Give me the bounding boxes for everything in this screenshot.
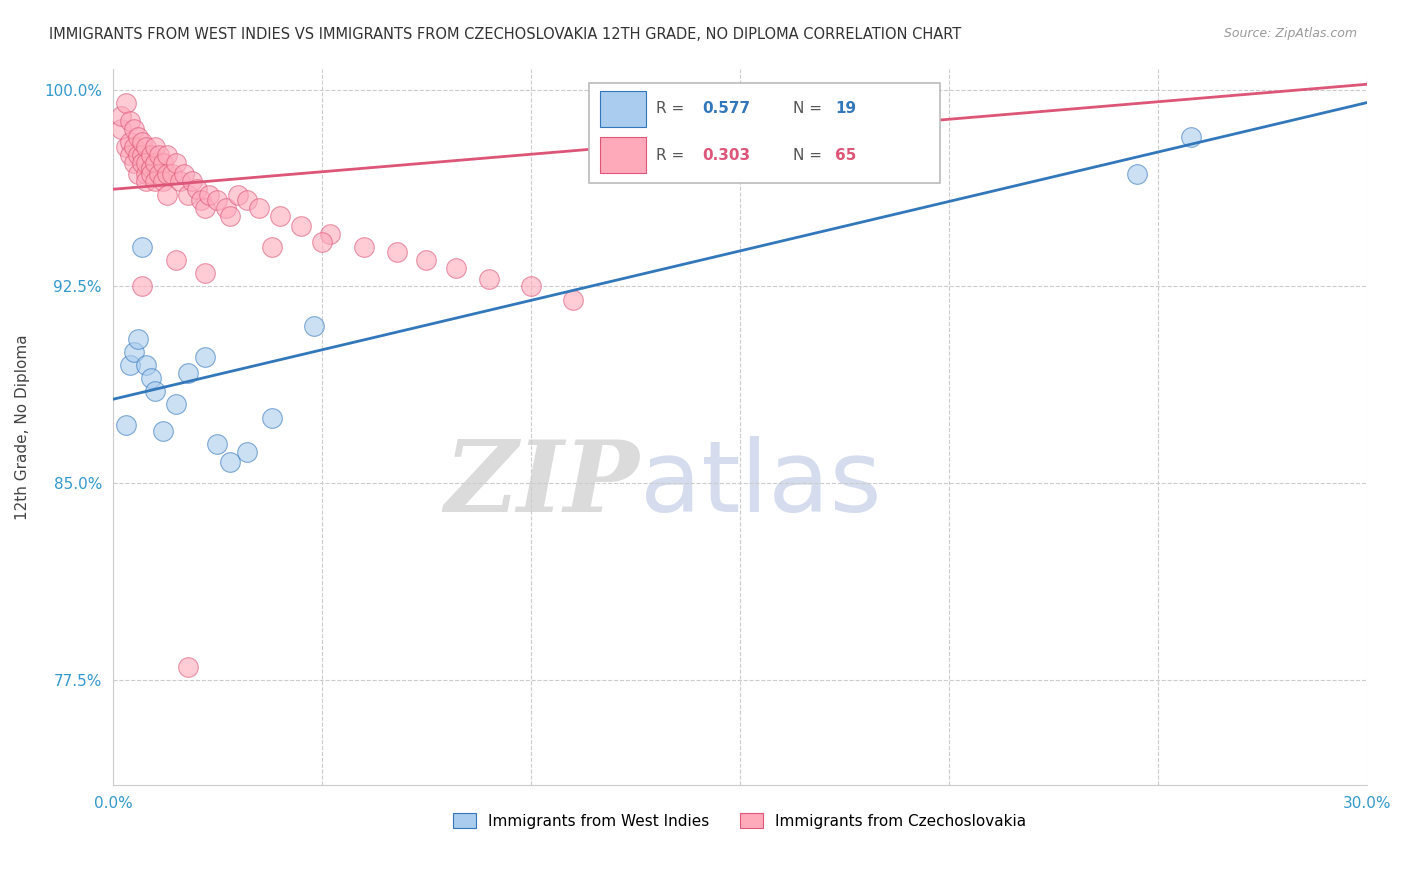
Point bbox=[156, 187, 179, 202]
Point bbox=[269, 209, 291, 223]
Y-axis label: 12th Grade, No Diploma: 12th Grade, No Diploma bbox=[15, 334, 30, 520]
Point bbox=[139, 161, 162, 176]
Point bbox=[186, 182, 208, 196]
Point bbox=[127, 148, 149, 162]
Point bbox=[1180, 129, 1202, 144]
Point bbox=[247, 201, 270, 215]
Point bbox=[122, 140, 145, 154]
Point bbox=[311, 235, 333, 249]
Point bbox=[118, 135, 141, 149]
Point bbox=[177, 366, 200, 380]
Point bbox=[118, 114, 141, 128]
Point bbox=[118, 148, 141, 162]
Point bbox=[127, 129, 149, 144]
Point bbox=[143, 174, 166, 188]
Point bbox=[114, 140, 136, 154]
Point bbox=[148, 167, 170, 181]
Point bbox=[122, 156, 145, 170]
Point bbox=[415, 253, 437, 268]
Point bbox=[561, 293, 583, 307]
Point bbox=[156, 148, 179, 162]
Point bbox=[207, 437, 229, 451]
Point bbox=[1126, 167, 1149, 181]
Point bbox=[177, 187, 200, 202]
Point bbox=[127, 332, 149, 346]
Point bbox=[194, 351, 217, 365]
Point bbox=[110, 121, 132, 136]
Point bbox=[260, 410, 283, 425]
Point bbox=[135, 156, 157, 170]
Legend: Immigrants from West Indies, Immigrants from Czechoslovakia: Immigrants from West Indies, Immigrants … bbox=[447, 806, 1032, 835]
Point bbox=[353, 240, 375, 254]
Point bbox=[152, 424, 174, 438]
Point bbox=[135, 140, 157, 154]
Point bbox=[135, 174, 157, 188]
Point bbox=[131, 135, 153, 149]
Point bbox=[219, 455, 242, 469]
Point bbox=[169, 174, 191, 188]
Point bbox=[198, 187, 221, 202]
Point bbox=[143, 156, 166, 170]
Point bbox=[122, 345, 145, 359]
Point bbox=[190, 193, 212, 207]
Point bbox=[319, 227, 342, 241]
Point bbox=[228, 187, 250, 202]
Point bbox=[160, 167, 183, 181]
Point bbox=[260, 240, 283, 254]
Point bbox=[194, 266, 217, 280]
Point bbox=[131, 279, 153, 293]
Point bbox=[148, 148, 170, 162]
Point bbox=[131, 156, 153, 170]
Point bbox=[444, 260, 467, 275]
Point bbox=[235, 444, 257, 458]
Point bbox=[122, 121, 145, 136]
Point bbox=[520, 279, 543, 293]
Point bbox=[177, 660, 200, 674]
Point bbox=[290, 219, 312, 233]
Text: atlas: atlas bbox=[640, 435, 882, 533]
Point bbox=[385, 245, 408, 260]
Point bbox=[165, 397, 187, 411]
Point bbox=[156, 167, 179, 181]
Point bbox=[219, 209, 242, 223]
Point bbox=[139, 148, 162, 162]
Point bbox=[114, 418, 136, 433]
Point bbox=[114, 95, 136, 110]
Point bbox=[131, 148, 153, 162]
Point bbox=[152, 174, 174, 188]
Point bbox=[131, 240, 153, 254]
Point bbox=[118, 358, 141, 372]
Text: IMMIGRANTS FROM WEST INDIES VS IMMIGRANTS FROM CZECHOSLOVAKIA 12TH GRADE, NO DIP: IMMIGRANTS FROM WEST INDIES VS IMMIGRANT… bbox=[49, 27, 962, 42]
Point bbox=[110, 109, 132, 123]
Point bbox=[165, 253, 187, 268]
Point bbox=[127, 167, 149, 181]
Point bbox=[181, 174, 204, 188]
Point bbox=[235, 193, 257, 207]
Point bbox=[302, 318, 325, 333]
Text: ZIP: ZIP bbox=[444, 436, 640, 533]
Point bbox=[165, 156, 187, 170]
Point bbox=[194, 201, 217, 215]
Point bbox=[215, 201, 238, 215]
Point bbox=[143, 384, 166, 399]
Point bbox=[478, 271, 501, 285]
Point bbox=[173, 167, 195, 181]
Point bbox=[135, 358, 157, 372]
Point bbox=[139, 167, 162, 181]
Point bbox=[152, 156, 174, 170]
Point bbox=[143, 140, 166, 154]
Text: Source: ZipAtlas.com: Source: ZipAtlas.com bbox=[1223, 27, 1357, 40]
Point bbox=[139, 371, 162, 385]
Point bbox=[207, 193, 229, 207]
Point bbox=[135, 167, 157, 181]
